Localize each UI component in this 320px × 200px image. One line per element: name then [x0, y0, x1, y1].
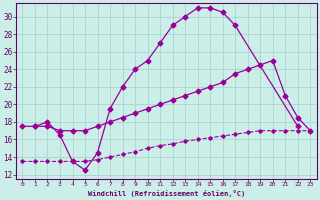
X-axis label: Windchill (Refroidissement éolien,°C): Windchill (Refroidissement éolien,°C) — [88, 190, 245, 197]
